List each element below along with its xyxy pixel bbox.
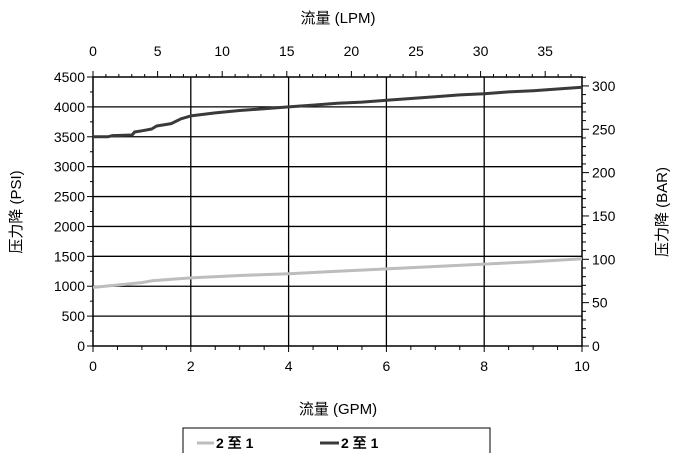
x-tick-label: 4 — [285, 358, 293, 374]
y2-tick-label: 250 — [592, 121, 616, 137]
y-tick-label: 4000 — [54, 99, 85, 115]
y-tick-label: 2500 — [54, 189, 85, 205]
legend: 2 至 1 2 至 1 — [182, 427, 491, 453]
x2-tick-label: 10 — [214, 43, 230, 59]
y2-tick-label: 0 — [592, 338, 600, 354]
series-group — [92, 85, 583, 289]
x-tick-label: 10 — [574, 358, 590, 374]
y-tick-label: 4500 — [54, 69, 85, 85]
y2-tick-label: 150 — [592, 208, 616, 224]
y-tick-label: 1500 — [54, 248, 85, 264]
y-axis-title: 压力降 (PSI) — [8, 170, 25, 253]
x-axis-title: 流量 (GPM) — [299, 401, 377, 418]
x2-tick-label: 0 — [89, 43, 97, 59]
series-line-1 — [92, 257, 583, 289]
y2-tick-label: 200 — [592, 165, 616, 181]
series-line-2 — [93, 85, 583, 139]
y2-tick-label: 50 — [592, 295, 608, 311]
ticks: 0 2 4 6 8 100 5 10 15 20 25 30 350500100015002000250… — [54, 43, 616, 374]
legend-label-2: 2 至 1 — [341, 435, 379, 451]
y-tick-label: 3500 — [54, 129, 85, 145]
x2-tick-label: 35 — [537, 43, 553, 59]
legend-frame — [182, 427, 491, 453]
grid-lines — [93, 77, 582, 346]
y-tick-label: 3000 — [54, 159, 85, 175]
y-tick-label: 1000 — [54, 278, 85, 294]
x2-tick-label: 25 — [408, 43, 424, 59]
x2-tick-label: 30 — [473, 43, 489, 59]
x2-axis-title: 流量 (LPM) — [300, 10, 375, 27]
plot-frame — [92, 76, 583, 347]
y-tick-label: 0 — [77, 338, 85, 354]
x-tick-label: 2 — [187, 358, 195, 374]
y2-axis-title: 压力降 (BAR) — [654, 167, 671, 257]
x2-tick-label: 5 — [154, 43, 162, 59]
x-tick-label: 8 — [480, 358, 488, 374]
y2-tick-label: 300 — [592, 78, 616, 94]
x-tick-label: 0 — [89, 358, 97, 374]
legend-label-1: 2 至 1 — [216, 435, 254, 451]
y2-tick-label: 100 — [592, 251, 616, 267]
y-tick-label: 2000 — [54, 218, 85, 234]
x2-tick-label: 20 — [344, 43, 360, 59]
x-tick-label: 6 — [383, 358, 391, 374]
x2-tick-label: 15 — [279, 43, 295, 59]
y-tick-label: 500 — [62, 308, 86, 324]
